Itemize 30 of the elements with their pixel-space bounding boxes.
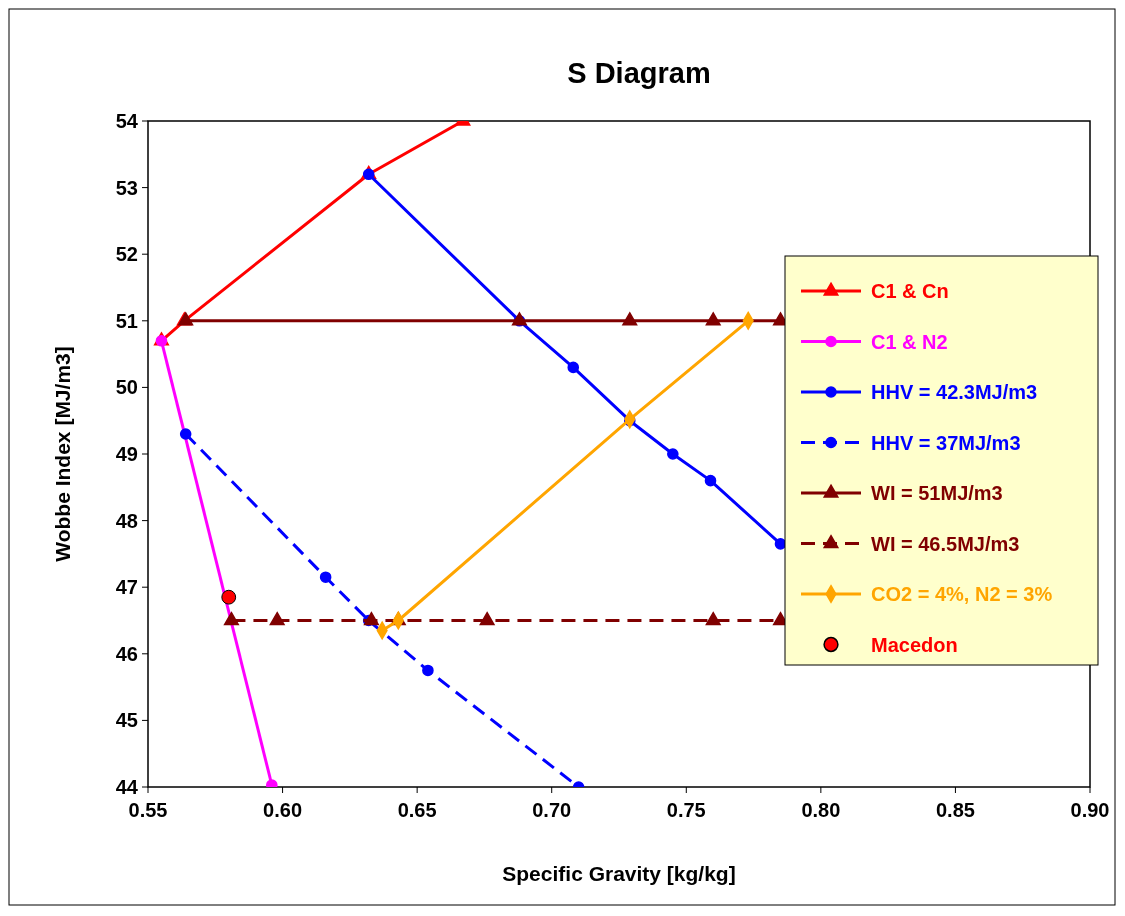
y-axis-title: Wobbe Index [MJ/m3] (51, 346, 74, 562)
legend-label: CO2 = 4%, N2 = 3% (871, 583, 1053, 605)
y-tick-label: 49 (115, 443, 138, 465)
x-tick-label: 0.80 (801, 799, 841, 821)
y-tick-label: 48 (115, 509, 138, 532)
legend-label: WI = 51MJ/m3 (871, 482, 1003, 504)
x-tick-label: 0.85 (935, 799, 975, 821)
legend-label: WI = 46.5MJ/m3 (871, 532, 1020, 555)
legend-label: C1 & Cn (871, 280, 949, 302)
y-tick-label: 51 (115, 309, 138, 332)
y-tick-label: 44 (115, 776, 139, 798)
legend-label: C1 & N2 (871, 330, 948, 353)
y-tick-label: 52 (115, 243, 138, 266)
x-axis-title: Specific Gravity [kg/kg] (502, 862, 736, 885)
x-tick-label: 0.60 (263, 799, 303, 821)
legend-label: Macedon (871, 633, 958, 656)
y-tick-label: 47 (115, 576, 138, 599)
y-tick-label: 54 (115, 110, 139, 132)
y-tick-label: 45 (115, 709, 138, 732)
legend-label: HHV = 37MJ/m3 (871, 431, 1021, 454)
x-tick-label: 0.90 (1070, 799, 1110, 821)
chart-title: S Diagram (567, 57, 711, 89)
x-tick-label: 0.65 (397, 799, 437, 821)
y-tick-label: 50 (115, 376, 138, 399)
x-tick-label: 0.55 (128, 799, 168, 821)
x-tick-label: 0.70 (532, 799, 572, 821)
y-tick-label: 53 (115, 176, 138, 199)
y-tick-label: 46 (115, 642, 138, 665)
legend-label: HHV = 42.3MJ/m3 (871, 381, 1038, 403)
x-tick-label: 0.75 (666, 799, 706, 821)
